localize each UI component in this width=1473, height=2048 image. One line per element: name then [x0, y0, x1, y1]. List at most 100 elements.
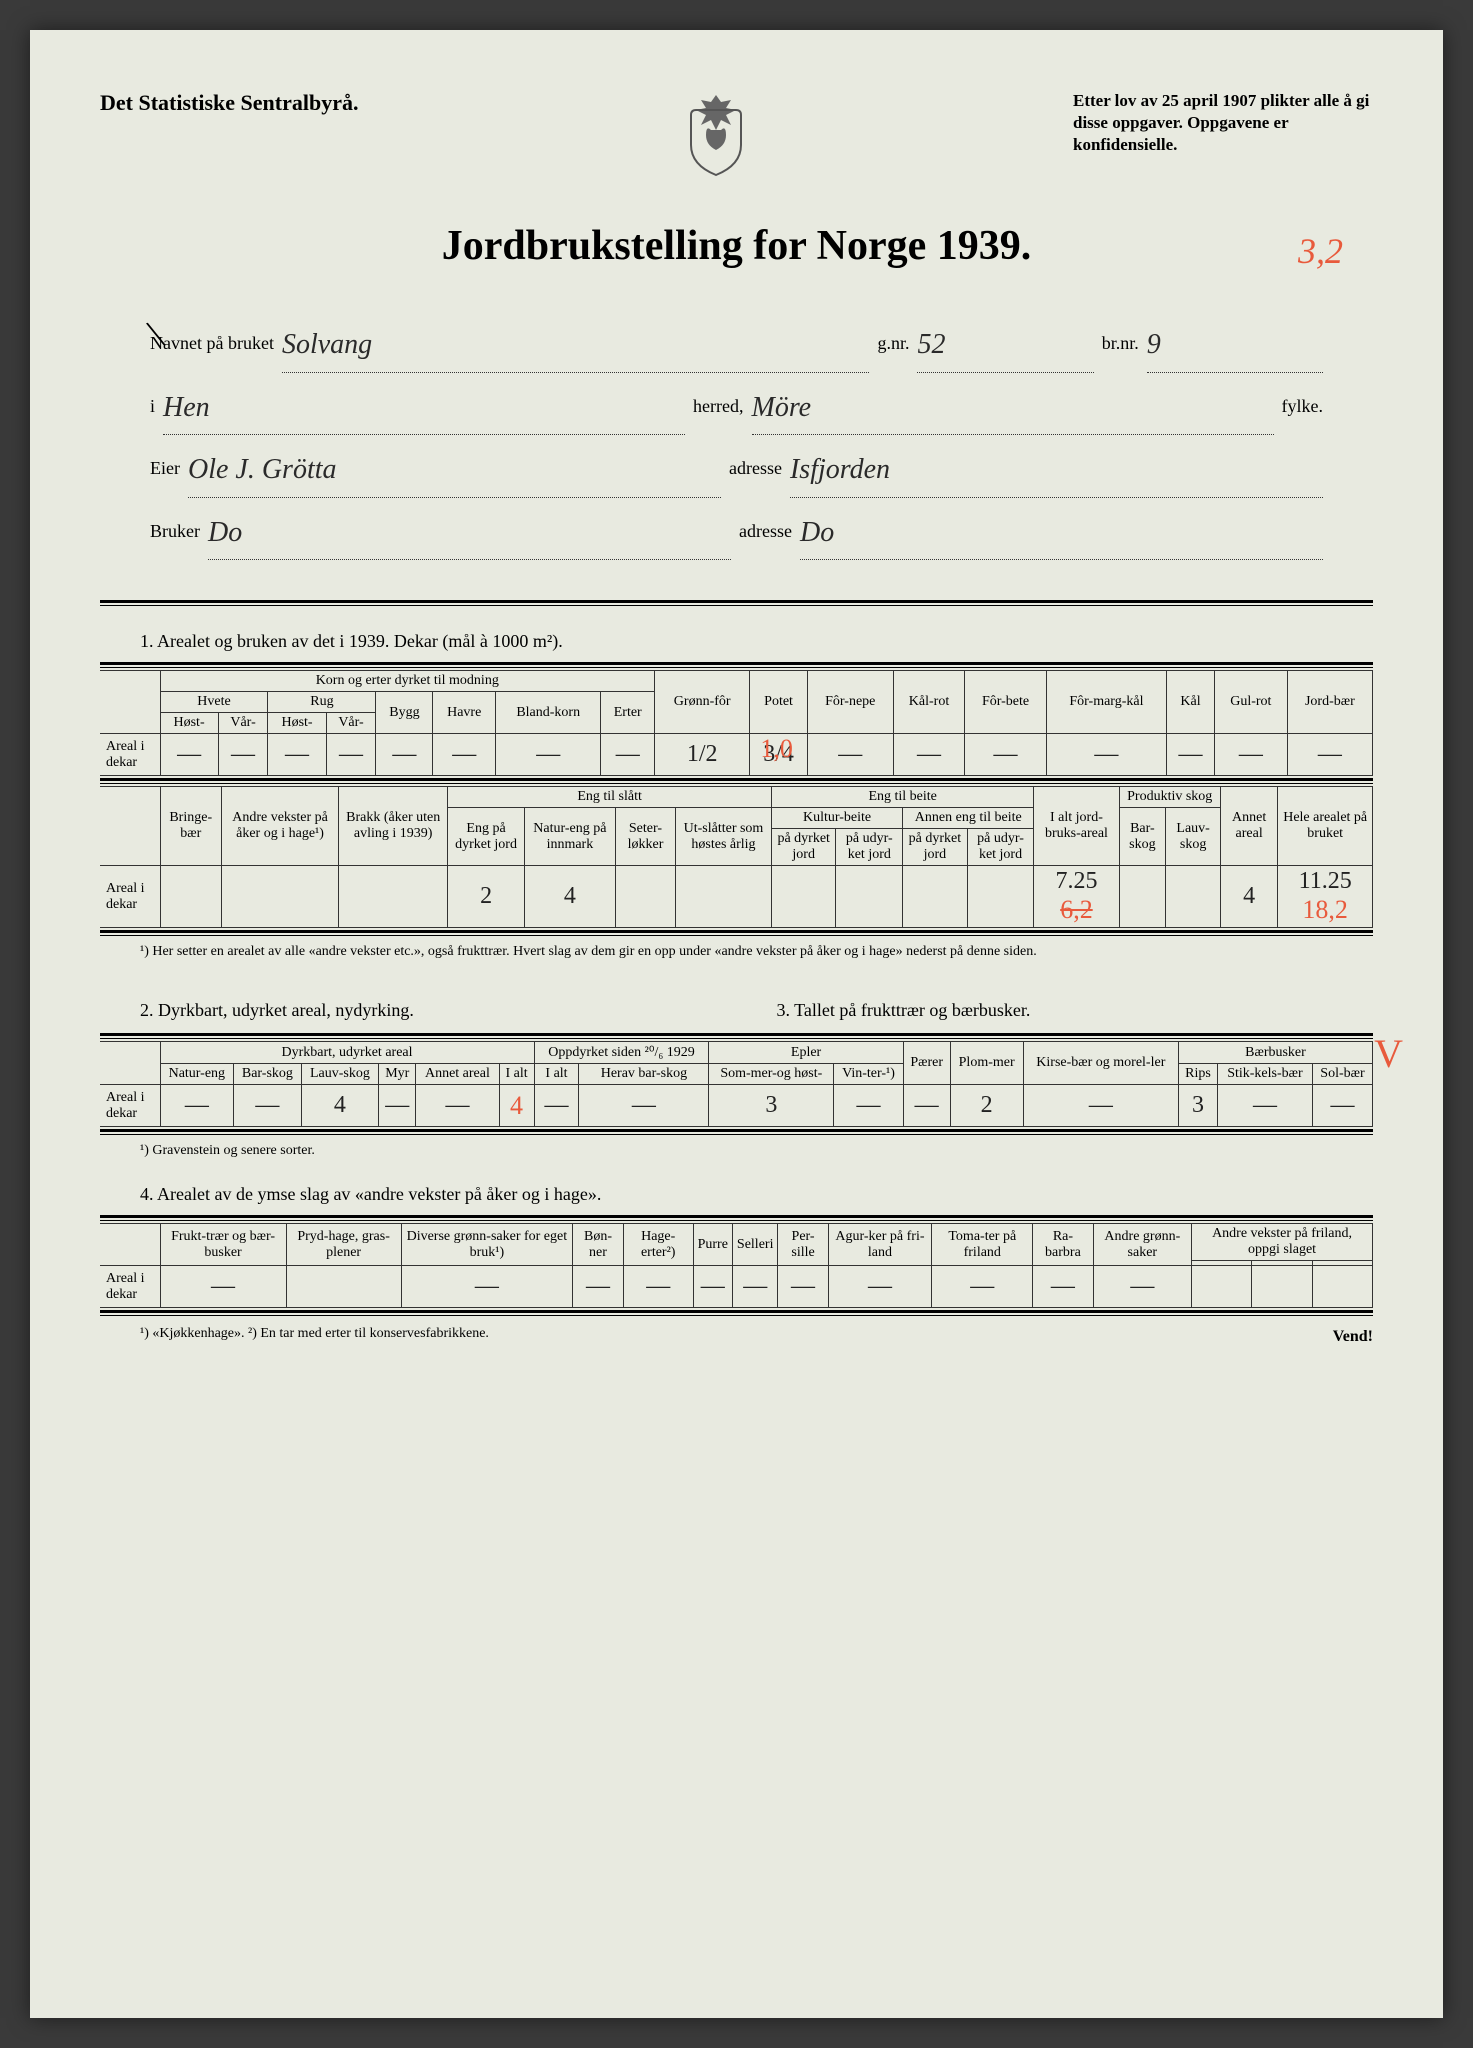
- gnr-value: 52: [917, 329, 945, 360]
- col: Lauv-skog: [301, 1064, 378, 1085]
- subcol: på dyrket jord: [771, 829, 836, 866]
- col-group: Eng til beite: [771, 787, 1033, 808]
- table4: Frukt-trær og bær-busker Pryd-hage, gras…: [100, 1223, 1373, 1308]
- col: Frukt-trær og bær-busker: [160, 1224, 286, 1266]
- col: Plom-mer: [950, 1042, 1023, 1085]
- col: Bar-skog: [234, 1064, 302, 1085]
- col: Lauv-skog: [1166, 808, 1221, 866]
- cell: —: [1093, 1266, 1192, 1308]
- cell: 4: [1220, 866, 1277, 928]
- red-annotation-top: 3,2: [1298, 230, 1343, 272]
- col: Havre: [433, 692, 496, 734]
- cell: —: [1287, 734, 1372, 776]
- cell: —: [234, 1085, 302, 1127]
- vend-label: Vend!: [1333, 1328, 1373, 1357]
- subcol: Høst-: [160, 713, 218, 734]
- rule: [100, 1310, 1373, 1316]
- cell: 1/2: [655, 734, 750, 776]
- col: Eng på dyrket jord: [448, 808, 525, 866]
- col: Vin-ter-¹): [834, 1064, 904, 1085]
- col: Andre grønn-saker: [1093, 1224, 1192, 1266]
- cell: —: [379, 1085, 416, 1127]
- col: Diverse grønn-saker for eget bruk¹): [401, 1224, 573, 1266]
- col: Som-mer-og høst-: [709, 1064, 834, 1085]
- cell: [339, 866, 448, 928]
- cell: —: [218, 734, 268, 776]
- gnr-label: g.nr.: [877, 324, 909, 364]
- col: Annet areal: [416, 1064, 499, 1085]
- cell: —: [893, 734, 965, 776]
- col: I alt: [499, 1064, 534, 1085]
- row-label: Areal i dekar: [100, 1085, 160, 1127]
- adresse2-value: Do: [800, 517, 834, 548]
- cell: —: [534, 1085, 579, 1127]
- cell: [615, 866, 675, 928]
- col: Toma-ter på friland: [932, 1224, 1033, 1266]
- cell: [836, 866, 903, 928]
- rule: [100, 1129, 1373, 1135]
- bruker-value: Do: [208, 517, 242, 548]
- col: Andre vekster på åker og i hage¹): [221, 787, 338, 866]
- col: Natur-eng på innmark: [524, 808, 615, 866]
- cell: —: [1023, 1085, 1178, 1127]
- col: Hage-erter²): [623, 1224, 693, 1266]
- cell: [1119, 866, 1166, 928]
- col: Bygg: [376, 692, 433, 734]
- cell: [1312, 1266, 1372, 1308]
- cell: —: [834, 1085, 904, 1127]
- adresse2-label: adresse: [739, 512, 792, 552]
- section2-title: 2. Dyrkbart, udyrket areal, nydyrking.: [140, 1000, 737, 1021]
- page-title: Jordbrukstelling for Norge 1939.: [100, 222, 1373, 270]
- cell: —: [1214, 734, 1287, 776]
- cell: 4: [499, 1085, 534, 1127]
- col: Hvete: [160, 692, 268, 713]
- cell: [1192, 1266, 1252, 1308]
- col: Pærer: [903, 1042, 950, 1085]
- col-group: Oppdyrket siden ²⁰/₆ 1929: [534, 1042, 709, 1064]
- col: Hele arealet på bruket: [1278, 787, 1373, 866]
- section4-title: 4. Arealet av de ymse slag av «andre vek…: [140, 1184, 1373, 1205]
- cell: —: [1167, 734, 1215, 776]
- navnet-label: Navnet på bruket: [150, 324, 274, 364]
- col: Seter-løkker: [615, 808, 675, 866]
- rule: [100, 600, 1373, 606]
- cell: —: [573, 1266, 624, 1308]
- cell: —: [433, 734, 496, 776]
- table1b: Bringe-bær Andre vekster på åker og i ha…: [100, 786, 1373, 928]
- col: Selleri: [732, 1224, 778, 1266]
- herred-label: herred,: [693, 387, 743, 427]
- cell: 2: [950, 1085, 1023, 1127]
- col: Bar-skog: [1119, 808, 1166, 866]
- col: Kål-rot: [893, 671, 965, 734]
- col: Pryd-hage, gras-plener: [286, 1224, 401, 1266]
- col: Bøn-ner: [573, 1224, 624, 1266]
- cell: —: [693, 1266, 732, 1308]
- cell: —: [160, 1085, 234, 1127]
- col: Bland-korn: [496, 692, 601, 734]
- cell: 7.256,2: [1034, 866, 1119, 928]
- col: Fôr-marg-kål: [1046, 671, 1166, 734]
- cell: 3: [709, 1085, 834, 1127]
- row-label: Areal i dekar: [100, 866, 160, 928]
- col: Purre: [693, 1224, 732, 1266]
- col-group: Produktiv skog: [1119, 787, 1220, 808]
- cell: 2: [448, 866, 525, 928]
- col: Grønn-fôr: [655, 671, 750, 734]
- col: Annet areal: [1220, 787, 1277, 866]
- i-label: i: [150, 387, 155, 427]
- col: Gul-rot: [1214, 671, 1287, 734]
- cell: [1166, 866, 1221, 928]
- col-group: Dyrkbart, udyrket areal: [160, 1042, 534, 1064]
- cell: [160, 866, 221, 928]
- subcol: på udyr-ket jord: [836, 829, 903, 866]
- form-fields: Navnet på bruket Solvang g.nr. 52 br.nr.…: [150, 310, 1323, 560]
- cell: —: [932, 1266, 1033, 1308]
- footnote-23: ¹) Gravenstein og senere sorter.: [140, 1143, 1373, 1159]
- col: Ut-slåtter som høstes årlig: [676, 808, 772, 866]
- col: Jord-bær: [1287, 671, 1372, 734]
- col: I alt jord-bruks-areal: [1034, 787, 1119, 866]
- subcol: Høst-: [268, 713, 326, 734]
- section3-title: 3. Tallet på frukttrær og bærbusker.: [777, 1000, 1374, 1021]
- col: Annen eng til beite: [903, 808, 1034, 829]
- row-label: Areal i dekar: [100, 734, 160, 776]
